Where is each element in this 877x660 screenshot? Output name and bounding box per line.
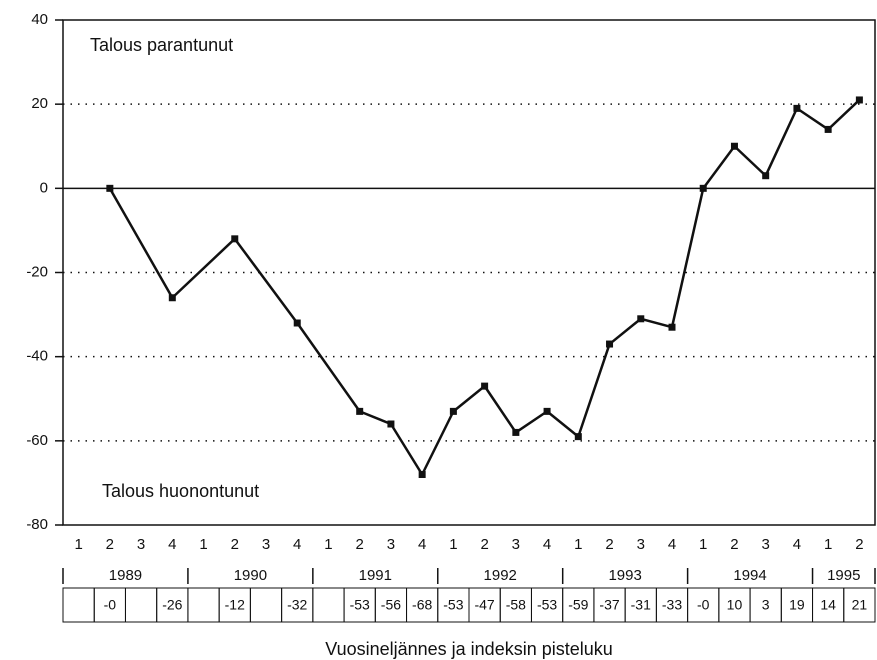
table-cell — [312, 587, 345, 623]
point — [106, 184, 114, 192]
table-value: 21 — [852, 597, 868, 613]
table-value: 19 — [789, 597, 805, 613]
x-tick-label: 3 — [637, 536, 645, 553]
y-tick-label: 0 — [40, 179, 48, 196]
point — [293, 319, 301, 327]
table-value: -56 — [381, 597, 401, 613]
point — [606, 340, 614, 348]
table-value: -58 — [506, 597, 526, 613]
x-tick-label: 4 — [293, 536, 301, 553]
point — [449, 407, 457, 415]
point — [168, 294, 176, 302]
x-axis-title: Vuosineljännes ja indeksin pisteluku — [325, 639, 613, 659]
annotation: Talous huonontunut — [102, 481, 259, 501]
x-tick-label: 1 — [74, 536, 82, 553]
point — [793, 104, 801, 112]
point — [730, 142, 738, 150]
table-cell — [187, 587, 220, 623]
x-tick-label: 1 — [699, 536, 707, 553]
table-value: -12 — [225, 597, 245, 613]
table-value: -0 — [697, 597, 710, 613]
table-value: -53 — [443, 597, 463, 613]
year-label: 1990 — [234, 567, 267, 584]
table-cell — [62, 587, 95, 623]
x-tick-label: 4 — [418, 536, 426, 553]
x-tick-label: 4 — [543, 536, 551, 553]
table-value: -53 — [537, 597, 557, 613]
point — [574, 433, 582, 441]
year-label: 1994 — [733, 567, 766, 584]
table-value: -47 — [474, 597, 494, 613]
x-tick-label: 3 — [762, 536, 770, 553]
series-line — [108, 99, 861, 476]
point — [824, 125, 832, 133]
x-tick-label: 3 — [512, 536, 520, 553]
x-tick-label: 3 — [262, 536, 270, 553]
point — [668, 323, 676, 331]
point — [699, 184, 707, 192]
table-cell — [124, 587, 158, 623]
point — [481, 382, 489, 390]
table-value: -37 — [599, 597, 619, 613]
point — [637, 315, 645, 323]
point — [762, 172, 770, 180]
y-tick-label: -40 — [26, 348, 48, 365]
x-tick-label: 3 — [137, 536, 145, 553]
year-label: 1992 — [484, 567, 517, 584]
x-tick-label: 3 — [387, 536, 395, 553]
table-value: -26 — [162, 597, 182, 613]
y-tick-label: -80 — [26, 516, 48, 533]
point — [855, 96, 863, 104]
table-value: -0 — [104, 597, 117, 613]
point — [543, 407, 551, 415]
x-tick-label: 2 — [730, 536, 738, 553]
x-tick-label: 2 — [356, 536, 364, 553]
x-tick-label: 2 — [106, 536, 114, 553]
point — [418, 471, 426, 478]
table-value: 3 — [762, 597, 770, 613]
annotation: Talous parantunut — [90, 35, 233, 55]
table-cell — [843, 587, 876, 623]
x-tick-label: 2 — [605, 536, 613, 553]
y-tick-label: 40 — [31, 11, 48, 28]
year-label: 1995 — [827, 567, 860, 584]
x-tick-label: 4 — [168, 536, 176, 553]
table-value: -68 — [412, 597, 432, 613]
table-value: -33 — [662, 597, 682, 613]
x-tick-label: 2 — [480, 536, 488, 553]
year-label: 1989 — [109, 567, 142, 584]
x-tick-label: 1 — [824, 536, 832, 553]
x-tick-label: 1 — [574, 536, 582, 553]
table-value: 14 — [820, 597, 836, 613]
x-tick-label: 4 — [793, 536, 801, 553]
table-cell — [249, 587, 283, 623]
table-value: -53 — [350, 597, 370, 613]
point — [356, 407, 364, 415]
x-tick-label: 1 — [199, 536, 207, 553]
x-tick-label: 4 — [668, 536, 676, 553]
point — [231, 235, 239, 243]
year-label: 1993 — [608, 567, 641, 584]
y-tick-label: 20 — [31, 95, 48, 112]
table-value: -59 — [568, 597, 588, 613]
year-label: 1991 — [359, 567, 392, 584]
point — [512, 428, 520, 436]
x-tick-label: 1 — [449, 536, 457, 553]
x-tick-label: 2 — [855, 536, 863, 553]
point — [387, 420, 395, 428]
table-value: 10 — [727, 597, 743, 613]
y-tick-label: -60 — [26, 432, 48, 449]
x-tick-label: 2 — [231, 536, 239, 553]
y-tick-label: -20 — [26, 263, 48, 280]
table-value: -31 — [631, 597, 651, 613]
table-value: -32 — [287, 597, 307, 613]
x-tick-label: 1 — [324, 536, 332, 553]
